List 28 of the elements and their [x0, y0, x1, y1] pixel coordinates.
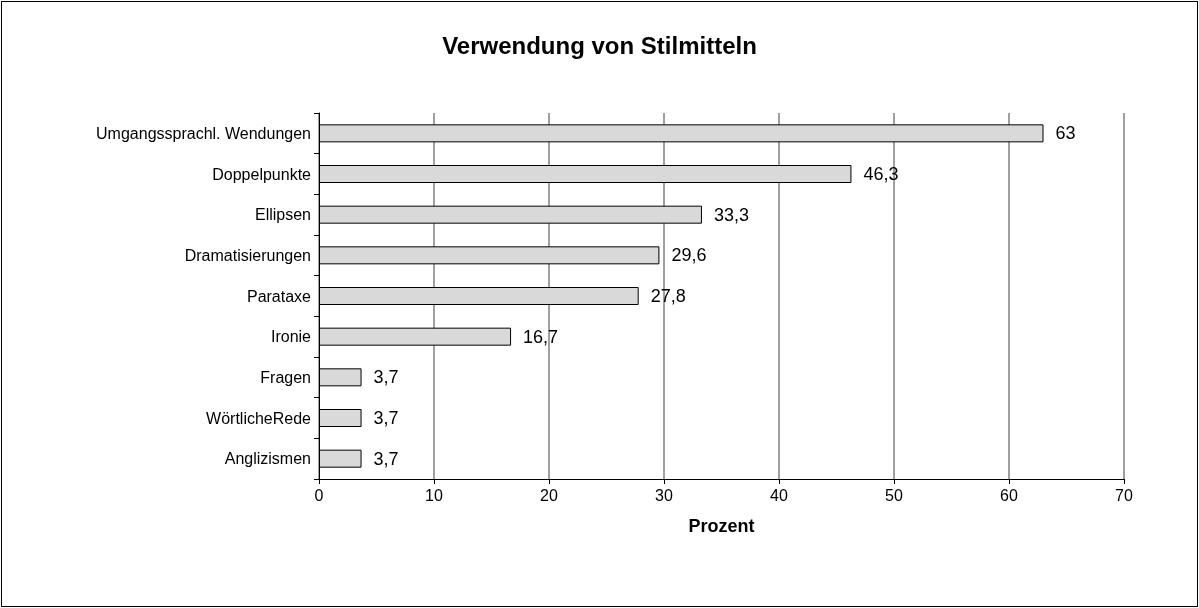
x-tick-label: 20: [540, 486, 558, 504]
x-tick-label: 50: [885, 486, 903, 504]
x-tick-label: 40: [770, 486, 788, 504]
x-tick-label: 0: [314, 486, 324, 504]
x-tick-label: 10: [425, 486, 443, 504]
data-label: 3,7: [373, 408, 399, 428]
data-label: 46,3: [863, 164, 899, 184]
y-tick-label: Anglizismen: [224, 450, 311, 468]
y-tick-label: WörtlicheRede: [206, 409, 312, 427]
data-label: 29,6: [671, 245, 707, 266]
x-tick-label: 60: [1000, 486, 1018, 504]
y-tick-label: Dramatisierungen: [184, 246, 311, 264]
data-label: 3,7: [373, 448, 399, 469]
y-tick-label: Umgangssprachl. Wendungen: [96, 124, 311, 142]
x-tick-label: 70: [1115, 486, 1133, 504]
y-tick-label: Fragen: [260, 368, 311, 386]
chart-title: Verwendung von Stilmitteln: [442, 31, 757, 59]
data-label: 63: [1055, 123, 1076, 144]
x-axis-title: Prozent: [688, 516, 755, 536]
y-tick-label: Ironie: [270, 328, 312, 346]
data-label: 27,8: [650, 286, 686, 306]
y-tick-label: Parataxe: [246, 287, 312, 305]
y-tick-label: Doppelpunkte: [212, 165, 312, 183]
data-label: 16,7: [523, 326, 559, 347]
x-tick-label: 30: [655, 486, 673, 504]
y-tick-label: Ellipsen: [254, 206, 311, 224]
data-label: 33,3: [713, 204, 749, 225]
data-label: 3,7: [373, 367, 399, 388]
